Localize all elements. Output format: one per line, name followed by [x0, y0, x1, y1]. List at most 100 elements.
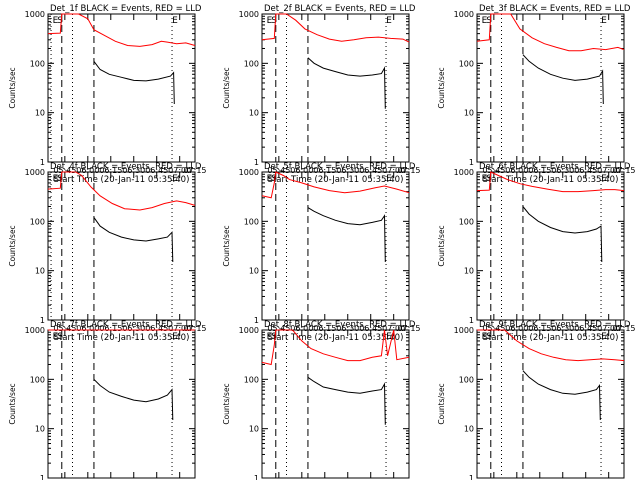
chart-title: Det_8f BLACK = Events, RED = LLD: [264, 320, 416, 330]
plot-frame: [476, 329, 625, 479]
y-tick-label: 1: [40, 316, 45, 325]
x-tick-label: 06:15: [313, 166, 336, 175]
x-tick-label: 07:15: [183, 324, 206, 333]
x-tick-label: 07:00: [382, 324, 405, 333]
series-line: [522, 54, 604, 105]
x-tick-label: 06:30: [122, 324, 145, 333]
marker-annotation: S: [57, 174, 63, 184]
x-tick-label: 06:00: [76, 324, 99, 333]
y-tick-label: 1: [254, 316, 259, 325]
panel-3: Det_3f BLACK = Events, RED = LLD 1 10 100 10…: [437, 4, 636, 185]
y-tick-label: 10: [35, 267, 45, 276]
x-tick-label: 06:30: [122, 166, 145, 175]
x-tick-label: 06:00: [76, 166, 99, 175]
y-axis-label: Counts/sec: [8, 225, 17, 266]
chart-title: Det_9f BLACK = Events, RED = LLD: [479, 320, 631, 330]
y-tick-label: 100: [244, 375, 259, 384]
y-tick-label: 1: [254, 158, 259, 167]
y-axis-label: Counts/sec: [437, 383, 446, 424]
y-tick-label: 100: [244, 217, 259, 226]
x-axis-label: Start Time (20-Jan-11 05:35:40): [54, 175, 190, 185]
y-tick-label: 100: [459, 217, 474, 226]
chart-title: Det_7f BLACK = Events, RED = LLD: [50, 320, 202, 330]
x-tick-label: 06:00: [290, 324, 313, 333]
series-line: [307, 207, 386, 263]
y-tick-label: 10: [249, 425, 259, 434]
x-tick-label: 05:45: [53, 324, 76, 333]
marker-annotation: E: [172, 174, 178, 184]
x-tick-label: 06:45: [359, 324, 382, 333]
y-tick-label: 100: [459, 59, 474, 68]
marker-annotation: S: [57, 16, 63, 26]
marker-annotation: S: [486, 16, 492, 26]
panel-6: Det_6f BLACK = Events, RED = LLD 1 10 100 10…: [437, 162, 636, 343]
marker-annotation: S: [486, 174, 492, 184]
plot-frame: [476, 13, 625, 163]
x-tick-label: 06:00: [290, 166, 313, 175]
x-axis-label: Start Time (20-Jan-11 05:35:40): [483, 175, 619, 185]
x-tick-label: 07:15: [183, 166, 206, 175]
series-line: [93, 378, 174, 421]
marker-annotation: E: [386, 332, 392, 342]
x-tick-label: 06:15: [313, 324, 336, 333]
x-tick-label: 06:45: [359, 166, 382, 175]
chart-title: Det_5f BLACK = Events, RED = LLD: [264, 162, 416, 172]
series-line: [476, 13, 625, 52]
y-tick-label: 1: [254, 474, 259, 480]
chart-title: Det_6f BLACK = Events, RED = LLD: [479, 162, 631, 172]
y-tick-label: 1000: [25, 168, 45, 177]
y-axis-label: Counts/sec: [222, 383, 231, 424]
y-tick-label: 1000: [239, 10, 259, 19]
y-tick-label: 1000: [25, 326, 45, 335]
x-tick-label: 06:00: [505, 166, 528, 175]
y-tick-label: 10: [464, 267, 474, 276]
plot-frame: [261, 13, 410, 163]
marker-annotation: E: [386, 174, 392, 184]
x-tick-label: 06:30: [336, 324, 359, 333]
marker-annotation: S: [271, 332, 277, 342]
plot-frame: [261, 329, 410, 479]
x-tick-label: 07:15: [397, 166, 420, 175]
series-line: [522, 206, 603, 263]
marker-annotation: E: [53, 332, 59, 342]
x-tick-label: 07:00: [597, 324, 620, 333]
marker-annotation: E: [53, 16, 59, 26]
marker-annotation: E: [601, 174, 607, 184]
x-tick-label: 06:15: [99, 324, 122, 333]
plot-frame: [476, 171, 625, 321]
y-tick-label: 1000: [25, 10, 45, 19]
series-line: [47, 171, 196, 211]
series-line: [261, 171, 410, 199]
y-tick-label: 100: [30, 217, 45, 226]
x-tick-label: 07:15: [612, 324, 635, 333]
y-tick-label: 100: [30, 375, 45, 384]
x-axis-label: Start Time (20-Jan-11 05:35:40): [268, 333, 404, 343]
series-line: [261, 13, 410, 43]
panel-5: Det_5f BLACK = Events, RED = LLD 1 10 100 10…: [222, 162, 421, 343]
marker-annotation: E: [601, 16, 607, 26]
y-axis-label: Counts/sec: [437, 225, 446, 266]
plot-frame: [47, 171, 196, 321]
x-tick-label: 05:45: [482, 166, 505, 175]
y-tick-label: 1: [469, 316, 474, 325]
y-tick-label: 1: [40, 158, 45, 167]
y-tick-label: 100: [244, 59, 259, 68]
marker-annotation: E: [482, 332, 488, 342]
panel-2: Det_2f BLACK = Events, RED = LLD 1 10 100 10…: [222, 4, 421, 185]
y-tick-label: 1: [469, 474, 474, 480]
panel-8: Det_8f BLACK = Events, RED = LLD 1 10 100 10…: [222, 320, 421, 484]
chart-title: Det_2f BLACK = Events, RED = LLD: [264, 4, 416, 14]
x-tick-label: 06:45: [145, 324, 168, 333]
x-axis-label: Start Time (20-Jan-11 05:35:40): [54, 333, 190, 343]
marker-annotation: E: [482, 16, 488, 26]
x-tick-label: 05:45: [267, 324, 290, 333]
y-tick-label: 1: [469, 158, 474, 167]
x-tick-label: 07:00: [382, 166, 405, 175]
marker-annotation: E: [386, 16, 392, 26]
marker-annotation: S: [271, 174, 277, 184]
y-tick-label: 10: [249, 109, 259, 118]
y-axis-label: Counts/sec: [222, 225, 231, 266]
marker-annotation: E: [482, 174, 488, 184]
series-line: [47, 13, 196, 47]
